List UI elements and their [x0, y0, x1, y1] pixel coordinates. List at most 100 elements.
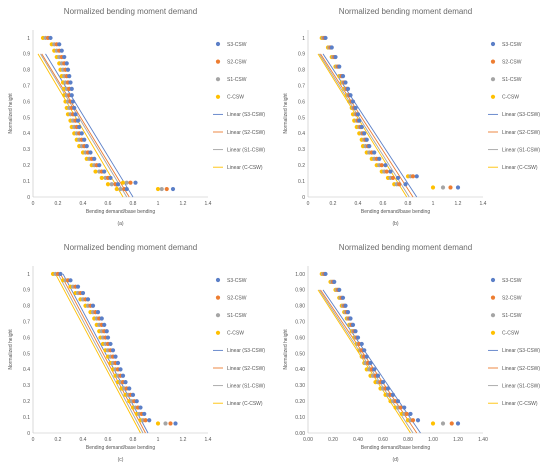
data-point-s3-csw — [130, 392, 136, 397]
legend-marker — [490, 77, 496, 82]
data-point-s3-csw — [375, 373, 381, 378]
data-point-s3-csw — [415, 418, 421, 423]
legend-label: C-CSW — [502, 95, 519, 101]
x-tick-label: 0.8 — [130, 437, 137, 443]
data-point-s3-csw — [79, 131, 84, 136]
y-tick-label: 1.00 — [295, 272, 305, 278]
x-tick-label: 1.4 — [205, 201, 212, 207]
data-point-s3-csw — [110, 348, 116, 353]
legend-label: S3-CSW — [227, 42, 247, 48]
legend-label: Linear (S2-CSW) — [502, 130, 540, 136]
x-tick-label: 0.20 — [328, 437, 338, 443]
data-point-c-csw — [105, 182, 111, 187]
data-point-s3-csw — [353, 105, 358, 111]
legend-label: Linear (S1-CSW) — [502, 147, 540, 153]
trendline-linear-c-csw- — [55, 273, 141, 434]
legend-marker — [215, 94, 221, 99]
data-point-s3-csw — [48, 35, 53, 41]
x-tick-label: 0 — [307, 201, 310, 207]
data-point-s3-csw — [77, 124, 82, 130]
data-point-s3-csw — [113, 354, 118, 359]
data-point-s2-csw — [404, 411, 409, 417]
legend-marker — [490, 277, 496, 283]
data-point-s3-csw — [403, 182, 408, 187]
x-tick-label: 0.2 — [55, 201, 62, 207]
trendline-linear-s1-csw- — [318, 53, 410, 198]
data-point-s3-csw — [134, 399, 139, 404]
data-point-s3-csw — [68, 80, 73, 85]
y-tick-label: 0.3 — [23, 383, 30, 389]
legend-label: Linear (S2-CSW) — [227, 366, 265, 372]
data-point-s3-csw — [350, 99, 356, 104]
legend-marker — [490, 41, 496, 47]
x-tick-label: 1.4 — [205, 437, 212, 443]
panel-caption: (b) — [392, 221, 398, 227]
data-point-s3-csw — [337, 287, 342, 292]
data-point-s3-csw — [367, 144, 372, 149]
y-tick-label: 0.8 — [23, 68, 30, 74]
legend-label: S2-CSW — [227, 295, 247, 301]
y-tick-label: 1 — [27, 272, 30, 278]
data-point-s3-csw — [455, 421, 461, 426]
trendline-linear-s1-csw- — [57, 273, 144, 434]
data-point-s3-csw — [372, 150, 377, 155]
data-point-s1-csw — [440, 421, 446, 426]
y-tick-label: 0 — [27, 431, 30, 437]
data-point-s2-csw — [398, 405, 403, 410]
data-point-s3-csw — [348, 93, 353, 98]
y-tick-label: 0.6 — [298, 99, 305, 105]
x-tick-label: 1.2 — [455, 201, 462, 207]
data-point-c-csw — [430, 185, 436, 190]
data-point-s3-csw — [383, 163, 388, 168]
data-point-s3-csw — [332, 279, 337, 285]
data-point-s3-csw — [69, 93, 74, 98]
data-point-s3-csw — [59, 48, 64, 53]
y-tick-label: 0.7 — [298, 83, 305, 89]
data-point-s1-csw — [118, 186, 123, 192]
y-tick-label: 0.3 — [298, 147, 305, 153]
y-tick-label: 0 — [27, 195, 30, 201]
x-tick-label: 1.2 — [180, 201, 187, 207]
y-tick-label: 0.7 — [23, 319, 30, 325]
data-point-s3-csw — [377, 156, 382, 161]
data-point-s3-csw — [120, 373, 126, 378]
panel-caption: (c) — [118, 457, 124, 463]
y-tick-label: 0.7 — [23, 83, 30, 89]
data-point-s3-csw — [372, 367, 377, 372]
data-point-s3-csw — [173, 421, 178, 426]
data-point-s3-csw — [124, 186, 129, 192]
data-point-s3-csw — [408, 411, 413, 417]
data-point-s2-csw — [397, 182, 402, 187]
panel-caption: (d) — [392, 457, 398, 463]
data-point-s3-csw — [362, 131, 367, 136]
chart-panel-c: Normalized bending moment demand 0 0.2 0.4 0… — [8, 243, 265, 463]
legend-label: S3-CSW — [227, 278, 247, 284]
legend-label: Linear (S2-CSW) — [502, 366, 540, 372]
x-tick-label: 0.4 — [80, 437, 87, 443]
y-tick-label: 0.9 — [298, 52, 305, 58]
data-point-c-csw — [430, 421, 436, 426]
x-axis-label: Bending demand/base bending — [361, 445, 430, 451]
data-point-s3-csw — [359, 341, 364, 347]
data-point-s3-csw — [102, 169, 107, 174]
y-axis-label: Normalized height — [283, 93, 289, 134]
y-tick-label: 0.90 — [295, 288, 305, 294]
legend-marker — [490, 59, 496, 64]
data-point-s3-csw — [368, 360, 373, 366]
y-tick-label: 0.2 — [23, 399, 30, 405]
x-tick-label: 0.8 — [130, 201, 137, 207]
data-point-s2-csw — [410, 418, 416, 423]
x-tick-label: 1 — [157, 437, 160, 443]
x-tick-label: 0.4 — [80, 201, 87, 207]
legend-marker — [215, 277, 221, 283]
legend-label: Linear (S2-CSW) — [227, 130, 265, 136]
data-point-s2-csw — [410, 174, 416, 179]
data-point-s3-csw — [58, 271, 63, 277]
data-point-c-csw — [155, 421, 161, 426]
x-tick-label: 0.8 — [405, 201, 412, 207]
x-tick-label: 0 — [32, 201, 35, 207]
chart-panel-a: Normalized bending moment demand 0 0.2 0.4 0… — [8, 7, 265, 227]
y-tick-label: 0.1 — [23, 179, 30, 185]
chart-panel-b: Normalized bending moment demand 0 0.2 0.4 0… — [283, 7, 540, 227]
